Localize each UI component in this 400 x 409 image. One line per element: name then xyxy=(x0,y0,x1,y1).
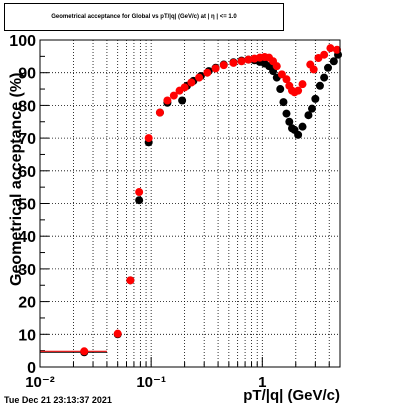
y-tick-label: 0 xyxy=(27,360,36,377)
data-point xyxy=(315,81,324,90)
data-point xyxy=(311,94,320,103)
data-point xyxy=(80,347,89,356)
y-tick-label: 70 xyxy=(18,131,36,148)
plot-frame xyxy=(39,39,341,368)
data-point xyxy=(333,45,342,54)
footer-timestamp: Tue Dec 21 23:13:37 2021 xyxy=(4,395,112,405)
data-point xyxy=(282,109,291,118)
data-point xyxy=(126,276,135,285)
data-point xyxy=(211,64,220,73)
data-point xyxy=(282,75,291,84)
data-point xyxy=(169,91,178,100)
data-point xyxy=(135,188,144,197)
data-point xyxy=(180,83,189,92)
data-point xyxy=(308,104,317,113)
y-tick-label: 40 xyxy=(18,229,36,246)
y-tick-label: 30 xyxy=(18,262,36,279)
data-point xyxy=(298,122,307,131)
y-axis-label: Geometrical acceptance (%) xyxy=(8,73,25,286)
chart-title: Geometrical acceptance for Global vs pT/… xyxy=(51,14,237,20)
y-tick-label: 90 xyxy=(18,66,36,83)
data-point xyxy=(272,62,281,71)
x-tick-label: 1 xyxy=(258,374,266,391)
data-point xyxy=(144,134,153,143)
data-point xyxy=(203,68,212,77)
y-tick-label: 50 xyxy=(18,197,36,214)
data-point xyxy=(187,78,196,87)
data-point xyxy=(113,329,122,338)
data-point xyxy=(304,111,313,120)
data-point xyxy=(195,73,204,82)
series-layer xyxy=(40,44,343,357)
series-1 xyxy=(40,44,342,356)
data-point xyxy=(237,57,246,66)
y-tick-label: 80 xyxy=(18,98,36,115)
data-point xyxy=(285,117,294,126)
data-point xyxy=(229,58,238,67)
data-point xyxy=(324,63,333,72)
y-tick-label: 10 xyxy=(18,327,36,344)
data-point xyxy=(320,50,329,59)
data-point xyxy=(178,96,187,105)
data-point xyxy=(279,98,288,107)
data-point xyxy=(135,196,144,205)
data-point xyxy=(244,55,253,64)
data-point xyxy=(294,130,303,139)
data-point xyxy=(294,86,303,95)
label-layer: 0 10 20 30 40 50 60 70 80 90 100 10⁻² 10⁻¹ 1 xyxy=(9,33,266,391)
y-tick-label: 60 xyxy=(18,164,36,181)
x-tick-label: 10⁻¹ xyxy=(136,374,166,391)
data-point xyxy=(219,61,228,70)
data-point xyxy=(326,44,335,53)
y-tick-label: 20 xyxy=(18,295,36,312)
data-point xyxy=(276,85,285,94)
data-point xyxy=(329,57,338,66)
y-tick-label: 100 xyxy=(9,33,36,50)
data-point xyxy=(155,108,164,117)
x-tick-label: 10⁻² xyxy=(25,374,55,391)
x-axis-label: pT/|q| (GeV/c) xyxy=(243,387,340,404)
data-point xyxy=(309,65,318,74)
data-point xyxy=(163,96,172,105)
chart-title-box: Geometrical acceptance for Global vs pT/… xyxy=(4,3,284,31)
data-point xyxy=(320,73,329,82)
data-point xyxy=(298,80,307,89)
